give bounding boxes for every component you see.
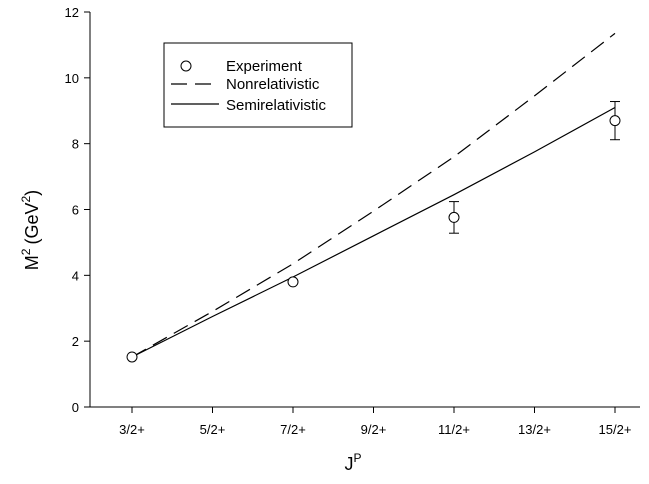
x-tick-label: 15/2+ xyxy=(599,422,632,437)
legend-box xyxy=(163,42,353,128)
data-point-experiment xyxy=(287,276,299,288)
y-tick-label: 10 xyxy=(65,71,79,86)
data-point-experiment xyxy=(609,115,621,127)
data-point-experiment xyxy=(126,351,138,363)
y-tick-label: 2 xyxy=(72,334,79,349)
y-tick-label: 4 xyxy=(72,268,79,283)
legend: Experiment Nonrelativistic Semirelativis… xyxy=(163,42,353,128)
x-tick-label: 5/2+ xyxy=(200,422,226,437)
x-tick-label: 7/2+ xyxy=(280,422,306,437)
x-tick-label: 3/2+ xyxy=(119,422,145,437)
y-tick-label: 12 xyxy=(65,5,79,20)
x-axis-title: JP xyxy=(344,451,361,474)
series-line-nonrelativistic xyxy=(131,32,616,358)
legend-label-experiment: Experiment xyxy=(226,58,303,75)
legend-label-nonrelativistic: Nonrelativistic xyxy=(226,76,320,93)
series-line-semirelativistic xyxy=(131,106,616,358)
legend-marker-experiment xyxy=(180,60,192,72)
data-point-experiment xyxy=(448,211,460,223)
y-tick-label: 8 xyxy=(72,137,79,152)
x-tick-label: 13/2+ xyxy=(518,422,551,437)
y-tick-label: 6 xyxy=(72,203,79,218)
x-tick-label: 11/2+ xyxy=(438,422,470,437)
x-tick-label: 9/2+ xyxy=(361,422,387,437)
y-axis-title: M2(GeV2) xyxy=(19,190,42,270)
y-tick-label: 0 xyxy=(72,400,79,415)
axes: 0 2 4 6 8 10 12 3/2+ 5/2+ 7/2+ 9/2+ 11/2+ 13/2+ 15/2+ xyxy=(65,5,640,437)
plot-area xyxy=(126,32,621,363)
legend-label-semirelativistic: Semirelativistic xyxy=(226,97,327,114)
